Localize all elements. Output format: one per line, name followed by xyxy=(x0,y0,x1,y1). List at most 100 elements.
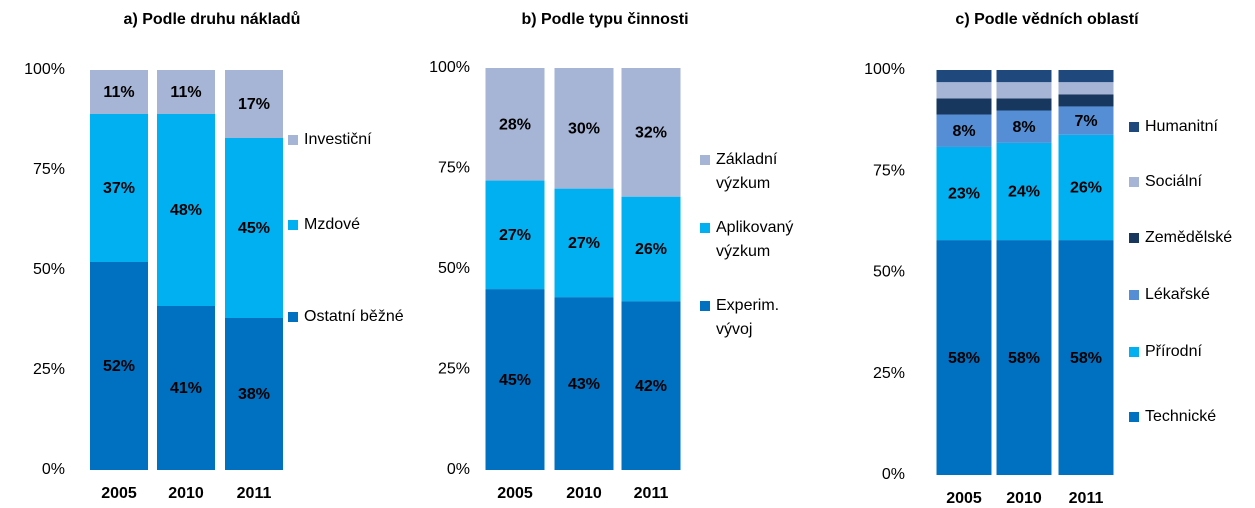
legend-item: Technické xyxy=(1129,405,1245,429)
legend-swatch xyxy=(1129,347,1139,357)
legend-label: Lékařské xyxy=(1145,286,1210,303)
bar-segment xyxy=(621,301,681,470)
x-tick-label: 2011 xyxy=(1069,490,1104,507)
y-tick-label: 75% xyxy=(438,160,470,177)
legend-label: Sociální xyxy=(1145,173,1202,190)
value-label: 28% xyxy=(499,116,531,133)
x-tick-label: 2005 xyxy=(497,485,533,502)
value-label: 26% xyxy=(635,241,667,258)
bar-segment xyxy=(554,68,614,189)
value-label: 32% xyxy=(635,125,667,142)
value-label: 38% xyxy=(238,386,270,403)
x-tick-label: 2005 xyxy=(101,485,137,502)
y-tick-label: 75% xyxy=(873,162,905,179)
y-tick-label: 50% xyxy=(873,264,905,281)
bar-segment xyxy=(485,180,545,290)
legend-swatch xyxy=(288,135,298,145)
x-tick-label: 2010 xyxy=(1006,490,1042,507)
legend-swatch xyxy=(1129,122,1139,132)
value-label: 26% xyxy=(1070,180,1102,197)
bar-segment xyxy=(225,138,283,318)
legend-item: Přírodní xyxy=(1129,340,1245,364)
value-label: 8% xyxy=(952,123,975,140)
y-tick-label: 0% xyxy=(42,461,65,478)
bar-segment xyxy=(485,68,545,181)
legend-item: Aplikovaný výzkum xyxy=(700,216,816,264)
value-label: 11% xyxy=(103,84,134,101)
bar-segment xyxy=(1058,106,1114,135)
legend-swatch xyxy=(288,312,298,322)
legend-item: Základní výzkum xyxy=(700,148,816,196)
x-tick-label: 2010 xyxy=(168,485,204,502)
bar-segment xyxy=(157,70,215,114)
bar-segment xyxy=(1058,70,1114,83)
value-label: 30% xyxy=(568,121,600,138)
legend-swatch xyxy=(700,301,710,311)
value-label: 17% xyxy=(238,96,270,113)
value-label: 37% xyxy=(103,180,135,197)
x-tick-label: 2005 xyxy=(946,490,982,507)
bar-segment xyxy=(225,70,283,138)
chart-title: a) Podle druhu nákladů xyxy=(124,11,301,28)
legend-swatch xyxy=(700,155,710,165)
bar-segment xyxy=(157,306,215,470)
legend-label: Mzdové xyxy=(304,216,361,233)
bar-segment xyxy=(996,110,1052,143)
value-label: 58% xyxy=(1070,350,1102,367)
legend-label: Experim. vývoj xyxy=(716,297,780,338)
bar-segment xyxy=(996,98,1052,111)
y-tick-label: 25% xyxy=(438,361,470,378)
legend-label: Zemědělské xyxy=(1145,229,1233,246)
legend-label: Základní výzkum xyxy=(716,151,778,192)
value-label: 7% xyxy=(1074,113,1097,130)
legend-item: Mzdové xyxy=(288,213,404,237)
x-tick-label: 2011 xyxy=(634,485,669,502)
legend-item: Lékařské xyxy=(1129,283,1245,307)
bar-segment xyxy=(485,289,545,470)
value-label: 52% xyxy=(103,358,135,375)
chart-title: c) Podle vědních oblastí xyxy=(955,11,1139,28)
chart-title: b) Podle typu činnosti xyxy=(521,11,688,28)
y-tick-label: 25% xyxy=(873,365,905,382)
legend-label: Ostatní běžné xyxy=(304,308,404,325)
legend-label: Přírodní xyxy=(1145,343,1202,360)
bar-segment xyxy=(1058,240,1114,475)
legend-label: Investiční xyxy=(304,131,372,148)
value-label: 58% xyxy=(948,350,980,367)
legend-swatch xyxy=(1129,177,1139,187)
value-label: 58% xyxy=(1008,350,1040,367)
bar-segment xyxy=(936,82,992,99)
x-tick-label: 2011 xyxy=(237,485,272,502)
bar-segment xyxy=(1058,134,1114,241)
value-label: 8% xyxy=(1012,119,1035,136)
value-label: 45% xyxy=(499,372,531,389)
legend-label: Aplikovaný výzkum xyxy=(716,219,794,260)
bar-segment xyxy=(936,98,992,115)
y-tick-label: 75% xyxy=(33,161,65,178)
value-label: 27% xyxy=(499,227,531,244)
y-tick-label: 100% xyxy=(864,61,905,78)
legend-item: Experim. vývoj xyxy=(700,294,816,342)
legend-item: Ostatní běžné xyxy=(288,305,404,329)
bar-segment xyxy=(936,240,992,475)
legend-item: Zemědělské xyxy=(1129,226,1245,250)
bar-segment xyxy=(936,114,992,147)
bar-segment xyxy=(1058,94,1114,107)
legend-label: Humanitní xyxy=(1145,118,1218,135)
y-tick-label: 100% xyxy=(429,59,470,76)
value-label: 11% xyxy=(170,84,201,101)
bar-segment xyxy=(157,114,215,306)
legend-swatch xyxy=(700,223,710,233)
legend-swatch xyxy=(1129,233,1139,243)
y-tick-label: 50% xyxy=(438,260,470,277)
legend-item: Humanitní xyxy=(1129,115,1245,139)
bar-segment xyxy=(996,70,1052,83)
bar-segment xyxy=(621,68,681,197)
bar-segment xyxy=(996,82,1052,99)
bar-segment xyxy=(90,262,148,470)
value-label: 45% xyxy=(238,220,270,237)
bar-segment xyxy=(996,142,1052,241)
value-label: 48% xyxy=(170,202,202,219)
bar-segment xyxy=(90,70,148,114)
